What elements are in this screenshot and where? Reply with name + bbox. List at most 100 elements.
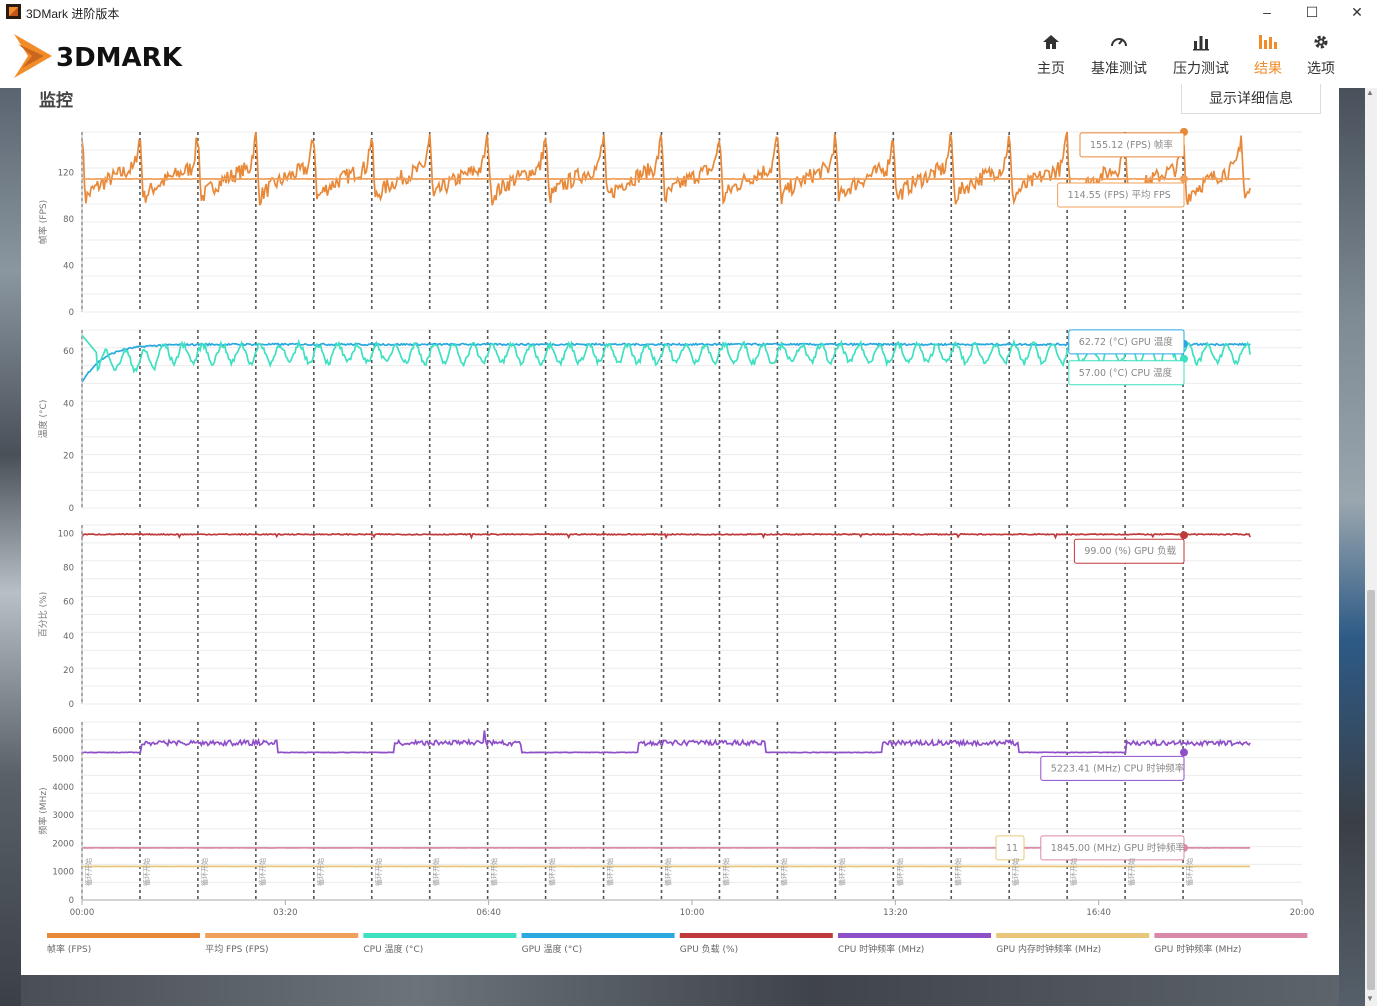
loop-marker-label: 循环开始	[200, 858, 209, 886]
legend-label: 帧率 (FPS)	[47, 943, 91, 955]
app-header: 3DMARK 主页 基准测试 压力测试 结果 选项	[0, 24, 1377, 88]
y-tick-label: 120	[58, 169, 74, 179]
loop-marker-label: 循环开始	[548, 858, 557, 886]
close-button[interactable]: ✕	[1351, 4, 1363, 20]
callout-text: 1845.00 (MHz) GPU 时钟频率	[1051, 842, 1186, 854]
nav-item-2[interactable]: 压力测试	[1170, 32, 1232, 84]
y-tick-label: 0	[69, 700, 74, 710]
legend-swatch-cpu_temp[interactable]	[363, 933, 517, 938]
window-title: 3DMark 进阶版本	[26, 7, 120, 21]
legend-swatch-gpu_clock[interactable]	[1154, 933, 1308, 938]
loop-marker-label: 循环开始	[953, 858, 962, 886]
chart-panel-1: 0 20 40 60 温度 (°C) 62.72 (°C) GPU 温度 57.00 (°C…	[37, 329, 1302, 514]
chart-panel-0: 0 40 80 120 帧率 (FPS) 155.12 (FPS) 帧率 114.55 (F…	[37, 127, 1302, 318]
callout-box	[1073, 538, 1185, 564]
loop-marker-label: 循环开始	[490, 858, 499, 886]
chart-panel-2: 0 20 40 60 80 100 百分比 (%) 99.00 (%) GPU 负载	[37, 524, 1302, 710]
x-axis: 00:00 03:20 06:40 10:00 13:20 16:40 20:00	[70, 899, 1315, 918]
3dmark-logo[interactable]: 3DMARK	[14, 32, 214, 80]
y-tick-label: 80	[63, 215, 74, 225]
callout-text: 155.12 (FPS) 帧率	[1090, 139, 1173, 151]
nav-item-4[interactable]: 选项	[1300, 32, 1342, 84]
legend-label: CPU 温度 (°C)	[363, 943, 423, 955]
series-line-gpu_load	[81, 532, 1251, 540]
nav-label: 结果	[1254, 60, 1282, 76]
loop-marker-label: 循环开始	[142, 858, 151, 886]
scroll-up-arrow[interactable]: ▲	[1366, 88, 1374, 97]
y-tick-label: 40	[63, 632, 74, 642]
minimize-button[interactable]: –	[1263, 4, 1271, 20]
legend-swatch-gpu_load[interactable]	[679, 933, 833, 938]
loop-marker-label: 循环开始	[258, 858, 267, 886]
callout-box	[1040, 835, 1185, 861]
legend-label: 平均 FPS (FPS)	[205, 943, 268, 955]
nav-label: 压力测试	[1173, 60, 1229, 76]
y-axis-label: 百分比 (%)	[37, 592, 49, 637]
nav-item-1[interactable]: 基准测试	[1088, 32, 1150, 84]
callout-box	[995, 835, 1025, 861]
background-art-right	[1339, 88, 1365, 1006]
loop-marker-label: 循环开始	[374, 858, 383, 886]
x-tick-label: 20:00	[1290, 908, 1315, 918]
legend-label: CPU 时钟频率 (MHz)	[838, 943, 924, 955]
background-art-bottom	[21, 975, 1339, 1006]
y-tick-label: 60	[63, 347, 74, 357]
legend-swatch-avg_fps[interactable]	[205, 933, 359, 938]
maximize-button[interactable]: ☐	[1305, 4, 1319, 20]
x-tick-label: 13:20	[883, 908, 908, 918]
scrollbar-thumb[interactable]	[1367, 590, 1375, 990]
scroll-down-arrow[interactable]: ▼	[1366, 994, 1374, 1003]
loop-marker-label: 循环开始	[779, 858, 788, 886]
logo-text: 3DMARK	[56, 43, 183, 73]
y-tick-label: 3000	[52, 811, 74, 821]
loop-marker-label: 循环开始	[721, 858, 730, 886]
y-tick-label: 20	[63, 666, 74, 676]
app-icon	[6, 4, 21, 19]
y-tick-label: 0	[69, 308, 74, 318]
y-tick-label: 6000	[52, 726, 74, 736]
x-tick-label: 03:20	[273, 908, 298, 918]
y-tick-label: 1000	[52, 868, 74, 878]
nav-item-0[interactable]: 主页	[1030, 32, 1072, 84]
nav-item-3[interactable]: 结果	[1246, 32, 1290, 84]
y-tick-label: 4000	[52, 783, 74, 793]
value-marker	[1180, 748, 1188, 757]
loop-marker-label: 循环开始	[316, 858, 325, 886]
loop-marker-label: 循环开始	[895, 858, 904, 886]
legend-swatch-fps[interactable]	[47, 933, 200, 938]
nav-label: 选项	[1307, 60, 1335, 76]
y-tick-label: 5000	[52, 755, 74, 765]
callout-text: 5223.41 (MHz) CPU 时钟频率	[1051, 762, 1185, 774]
results-icon	[1246, 32, 1290, 54]
legend-swatch-cpu_clock[interactable]	[838, 933, 991, 938]
y-tick-label: 100	[58, 530, 74, 540]
background-art-left	[0, 88, 21, 1006]
series-line-cpu_clock	[82, 730, 1251, 754]
show-details-button[interactable]: 显示详细信息	[1181, 84, 1321, 114]
callout-box	[1057, 182, 1185, 208]
loop-marker-label: 循环开始	[606, 858, 615, 886]
legend-swatch-gpu_mem_clock[interactable]	[996, 933, 1150, 938]
callout-text: 11	[1006, 843, 1018, 854]
y-tick-label: 80	[63, 564, 74, 574]
monitor-panel	[21, 88, 1339, 975]
callout-box	[1040, 755, 1185, 781]
gear-icon	[1300, 32, 1342, 54]
nav-label: 基准测试	[1091, 60, 1147, 76]
legend-swatch-gpu_temp[interactable]	[521, 933, 675, 938]
series-line-fps	[81, 131, 1251, 206]
callout-box	[1079, 132, 1185, 158]
loop-marker-label: 循环开始	[1011, 858, 1020, 886]
loop-marker-label: 循环开始	[837, 858, 846, 886]
x-tick-label: 16:40	[1086, 908, 1111, 918]
loop-marker-label: 循环开始	[1069, 858, 1078, 886]
y-tick-label: 60	[63, 598, 74, 608]
y-tick-label: 20	[63, 452, 74, 462]
y-axis-label: 帧率 (FPS)	[37, 200, 49, 244]
callout-box	[1068, 360, 1185, 386]
home-icon	[1030, 32, 1072, 54]
loop-marker-label: 循环开始	[1127, 858, 1136, 886]
chart-legend: 帧率 (FPS) 平均 FPS (FPS) CPU 温度 (°C) GPU 温度 (°…	[47, 933, 1308, 955]
value-marker	[1180, 531, 1188, 540]
